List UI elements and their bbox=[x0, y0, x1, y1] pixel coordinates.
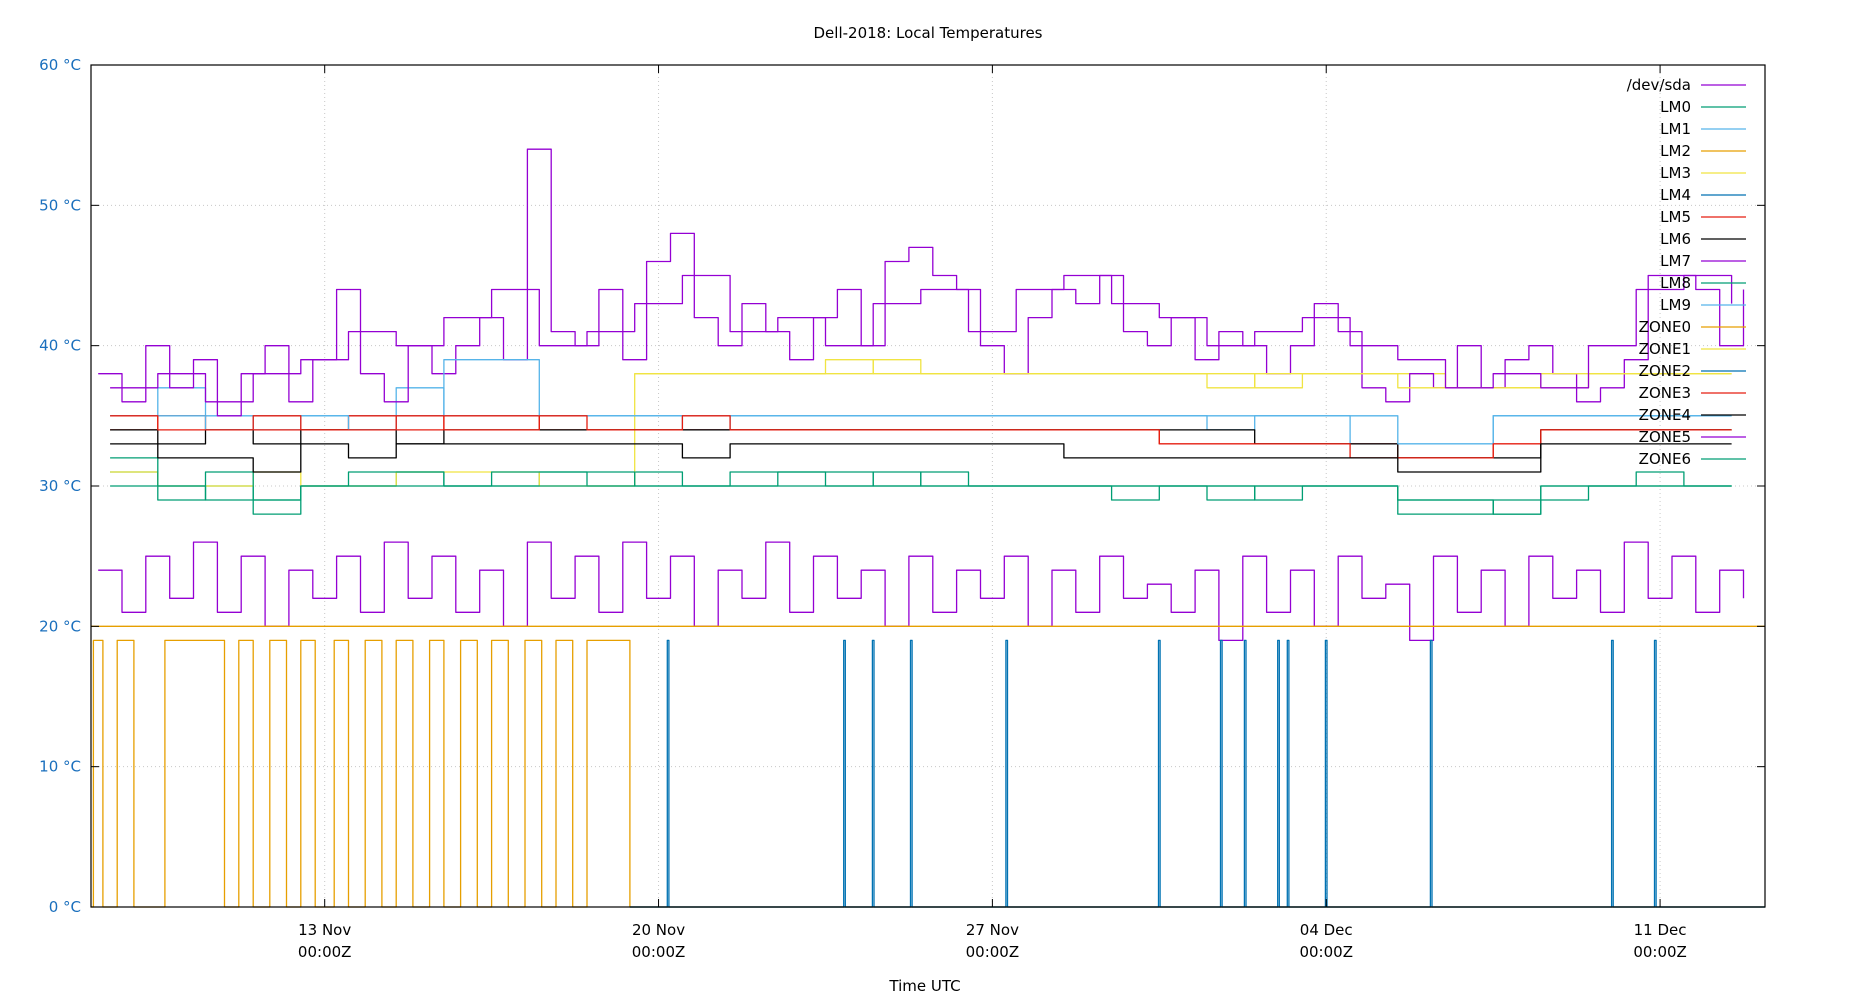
legend-label-lm6: LM6 bbox=[1660, 230, 1691, 248]
series-line-dev-sda bbox=[98, 541, 1745, 642]
series-line-lm2 bbox=[91, 639, 1765, 908]
series-line-lm4 bbox=[629, 639, 1765, 908]
x-tick-label-date: 27 Nov bbox=[966, 921, 1019, 939]
series-layer bbox=[91, 148, 1765, 908]
legend-label-zone2: ZONE2 bbox=[1639, 362, 1691, 380]
x-tick-label-time: 00:00Z bbox=[1633, 943, 1687, 961]
legend-label-lm8: LM8 bbox=[1660, 274, 1691, 292]
legend-label-lm5: LM5 bbox=[1660, 208, 1691, 226]
legend-label-zone6: ZONE6 bbox=[1639, 450, 1691, 468]
x-axis-label: Time UTC bbox=[888, 977, 960, 995]
y-tick-label: 10 °C bbox=[39, 758, 81, 776]
series-line-zone6 bbox=[110, 471, 1732, 515]
legend-label-zone4: ZONE4 bbox=[1639, 406, 1691, 424]
series-line-lm5 bbox=[110, 415, 1732, 459]
x-tick-label-date: 13 Nov bbox=[298, 921, 351, 939]
legend-label-zone5: ZONE5 bbox=[1639, 428, 1691, 446]
series-line-zone5 bbox=[110, 274, 1733, 403]
series-line-zone3 bbox=[110, 415, 1732, 459]
axes: 0 °C 10 °C 20 °C 30 °C 40 °C 50 °C 60 °C 13 Nov… bbox=[39, 56, 1765, 961]
chart-title: Dell-2018: Local Temperatures bbox=[814, 24, 1043, 42]
y-tick-label: 50 °C bbox=[39, 196, 81, 214]
series-line-lm3 bbox=[110, 359, 1732, 487]
series-line-zone1 bbox=[634, 359, 1732, 389]
x-tick-label-time: 00:00Z bbox=[966, 943, 1020, 961]
y-tick-label: 0 °C bbox=[49, 898, 81, 916]
legend-label-dev-sda: /dev/sda bbox=[1627, 76, 1691, 94]
y-tick-label: 60 °C bbox=[39, 56, 81, 74]
y-tick-label: 40 °C bbox=[39, 337, 81, 355]
x-tick-label-date: 04 Dec bbox=[1300, 921, 1353, 939]
x-tick-label-time: 00:00Z bbox=[298, 943, 352, 961]
series-line-lm9 bbox=[110, 359, 1732, 445]
x-tick-label-time: 00:00Z bbox=[1299, 943, 1353, 961]
legend-label-lm9: LM9 bbox=[1660, 296, 1691, 314]
y-tick-label: 30 °C bbox=[39, 477, 81, 495]
legend-label-zone1: ZONE1 bbox=[1639, 340, 1691, 358]
x-tick-label-date: 20 Nov bbox=[632, 921, 685, 939]
series-line-zone4 bbox=[110, 443, 1732, 473]
series-line-lm7 bbox=[98, 148, 1745, 417]
legend-label-lm7: LM7 bbox=[1660, 252, 1691, 270]
legend-label-zone0: ZONE0 bbox=[1639, 318, 1691, 336]
legend-label-zone3: ZONE3 bbox=[1639, 384, 1691, 402]
legend: /dev/sda LM0 LM1 LM2 LM3 LM4 LM5 LM6 LM7 LM8 LM9 ZO… bbox=[1627, 76, 1746, 468]
legend-label-lm4: LM4 bbox=[1660, 186, 1691, 204]
y-tick-label: 20 °C bbox=[39, 617, 81, 635]
legend-label-lm1: LM1 bbox=[1660, 120, 1691, 138]
x-tick-label-date: 11 Dec bbox=[1634, 921, 1687, 939]
legend-label-lm2: LM2 bbox=[1660, 142, 1691, 160]
x-tick-label-time: 00:00Z bbox=[632, 943, 686, 961]
legend-label-lm0: LM0 bbox=[1660, 98, 1691, 116]
legend-label-lm3: LM3 bbox=[1660, 164, 1691, 182]
